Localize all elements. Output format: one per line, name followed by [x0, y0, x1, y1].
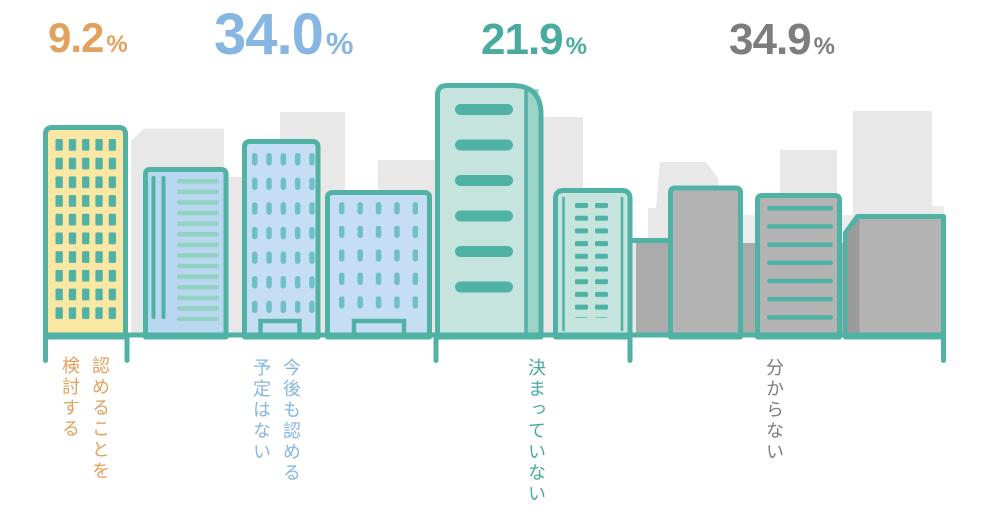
- teal-tower-building: [435, 83, 544, 340]
- gray-striped-building-windows: [767, 206, 833, 321]
- blue-dotted-tall-building: [242, 139, 321, 340]
- value-no-plan-unit: %: [325, 26, 354, 61]
- value-unknown-unit: %: [813, 33, 835, 60]
- gray-angled-roof-side-shade: [847, 218, 860, 335]
- category-label-consider: 認めることを 検討する: [55, 356, 115, 482]
- value-unknown: 34.9: [729, 15, 812, 64]
- category-no-plan-line-2: 予定はない: [251, 358, 271, 463]
- teal-small-building: [553, 188, 633, 340]
- value-no-plan: 34.0: [214, 2, 324, 67]
- gray-angled-roof-building: [843, 214, 946, 340]
- value-undecided: 21.9: [481, 15, 564, 64]
- gray-plain-building: [668, 185, 743, 340]
- category-consider-line-1: 認めることを: [90, 356, 110, 482]
- gray-striped-building: [755, 193, 842, 340]
- blue-striped-building-windows: [177, 179, 219, 321]
- category-undecided-line-1: 決まっていない: [526, 358, 546, 505]
- category-label-unknown: 分からない: [759, 358, 789, 463]
- teal-tower-side-shade: [526, 89, 539, 337]
- value-undecided-unit: %: [565, 33, 587, 60]
- category-no-plan-line-1: 今後も認める: [281, 358, 301, 484]
- category-unknown-line-1: 分からない: [764, 358, 784, 463]
- category-label-undecided: 決まっていない: [521, 358, 551, 505]
- value-label-no-plan: 34.0%: [214, 6, 353, 64]
- teal-small-building-windows: [575, 203, 610, 318]
- blue-dotted-short-building: [325, 190, 432, 340]
- yellow-building: [43, 125, 128, 340]
- value-label-unknown: 34.9%: [729, 18, 835, 62]
- teal-tower-windows: [455, 104, 513, 294]
- value-label-consider: 9.2%: [48, 17, 128, 59]
- value-consider: 9.2: [48, 14, 104, 61]
- blue-striped-building: [143, 167, 229, 340]
- blue-dotted-short-building-windows: [339, 202, 418, 310]
- axis-baseline: [43, 332, 946, 363]
- value-consider-unit: %: [106, 31, 128, 58]
- value-label-undecided: 21.9%: [481, 18, 587, 62]
- yellow-building-windows: [55, 139, 122, 320]
- category-consider-line-2: 検討する: [60, 356, 80, 440]
- category-label-no-plan: 今後も認める 予定はない: [246, 358, 306, 484]
- blue-dotted-tall-building-windows: [252, 153, 316, 313]
